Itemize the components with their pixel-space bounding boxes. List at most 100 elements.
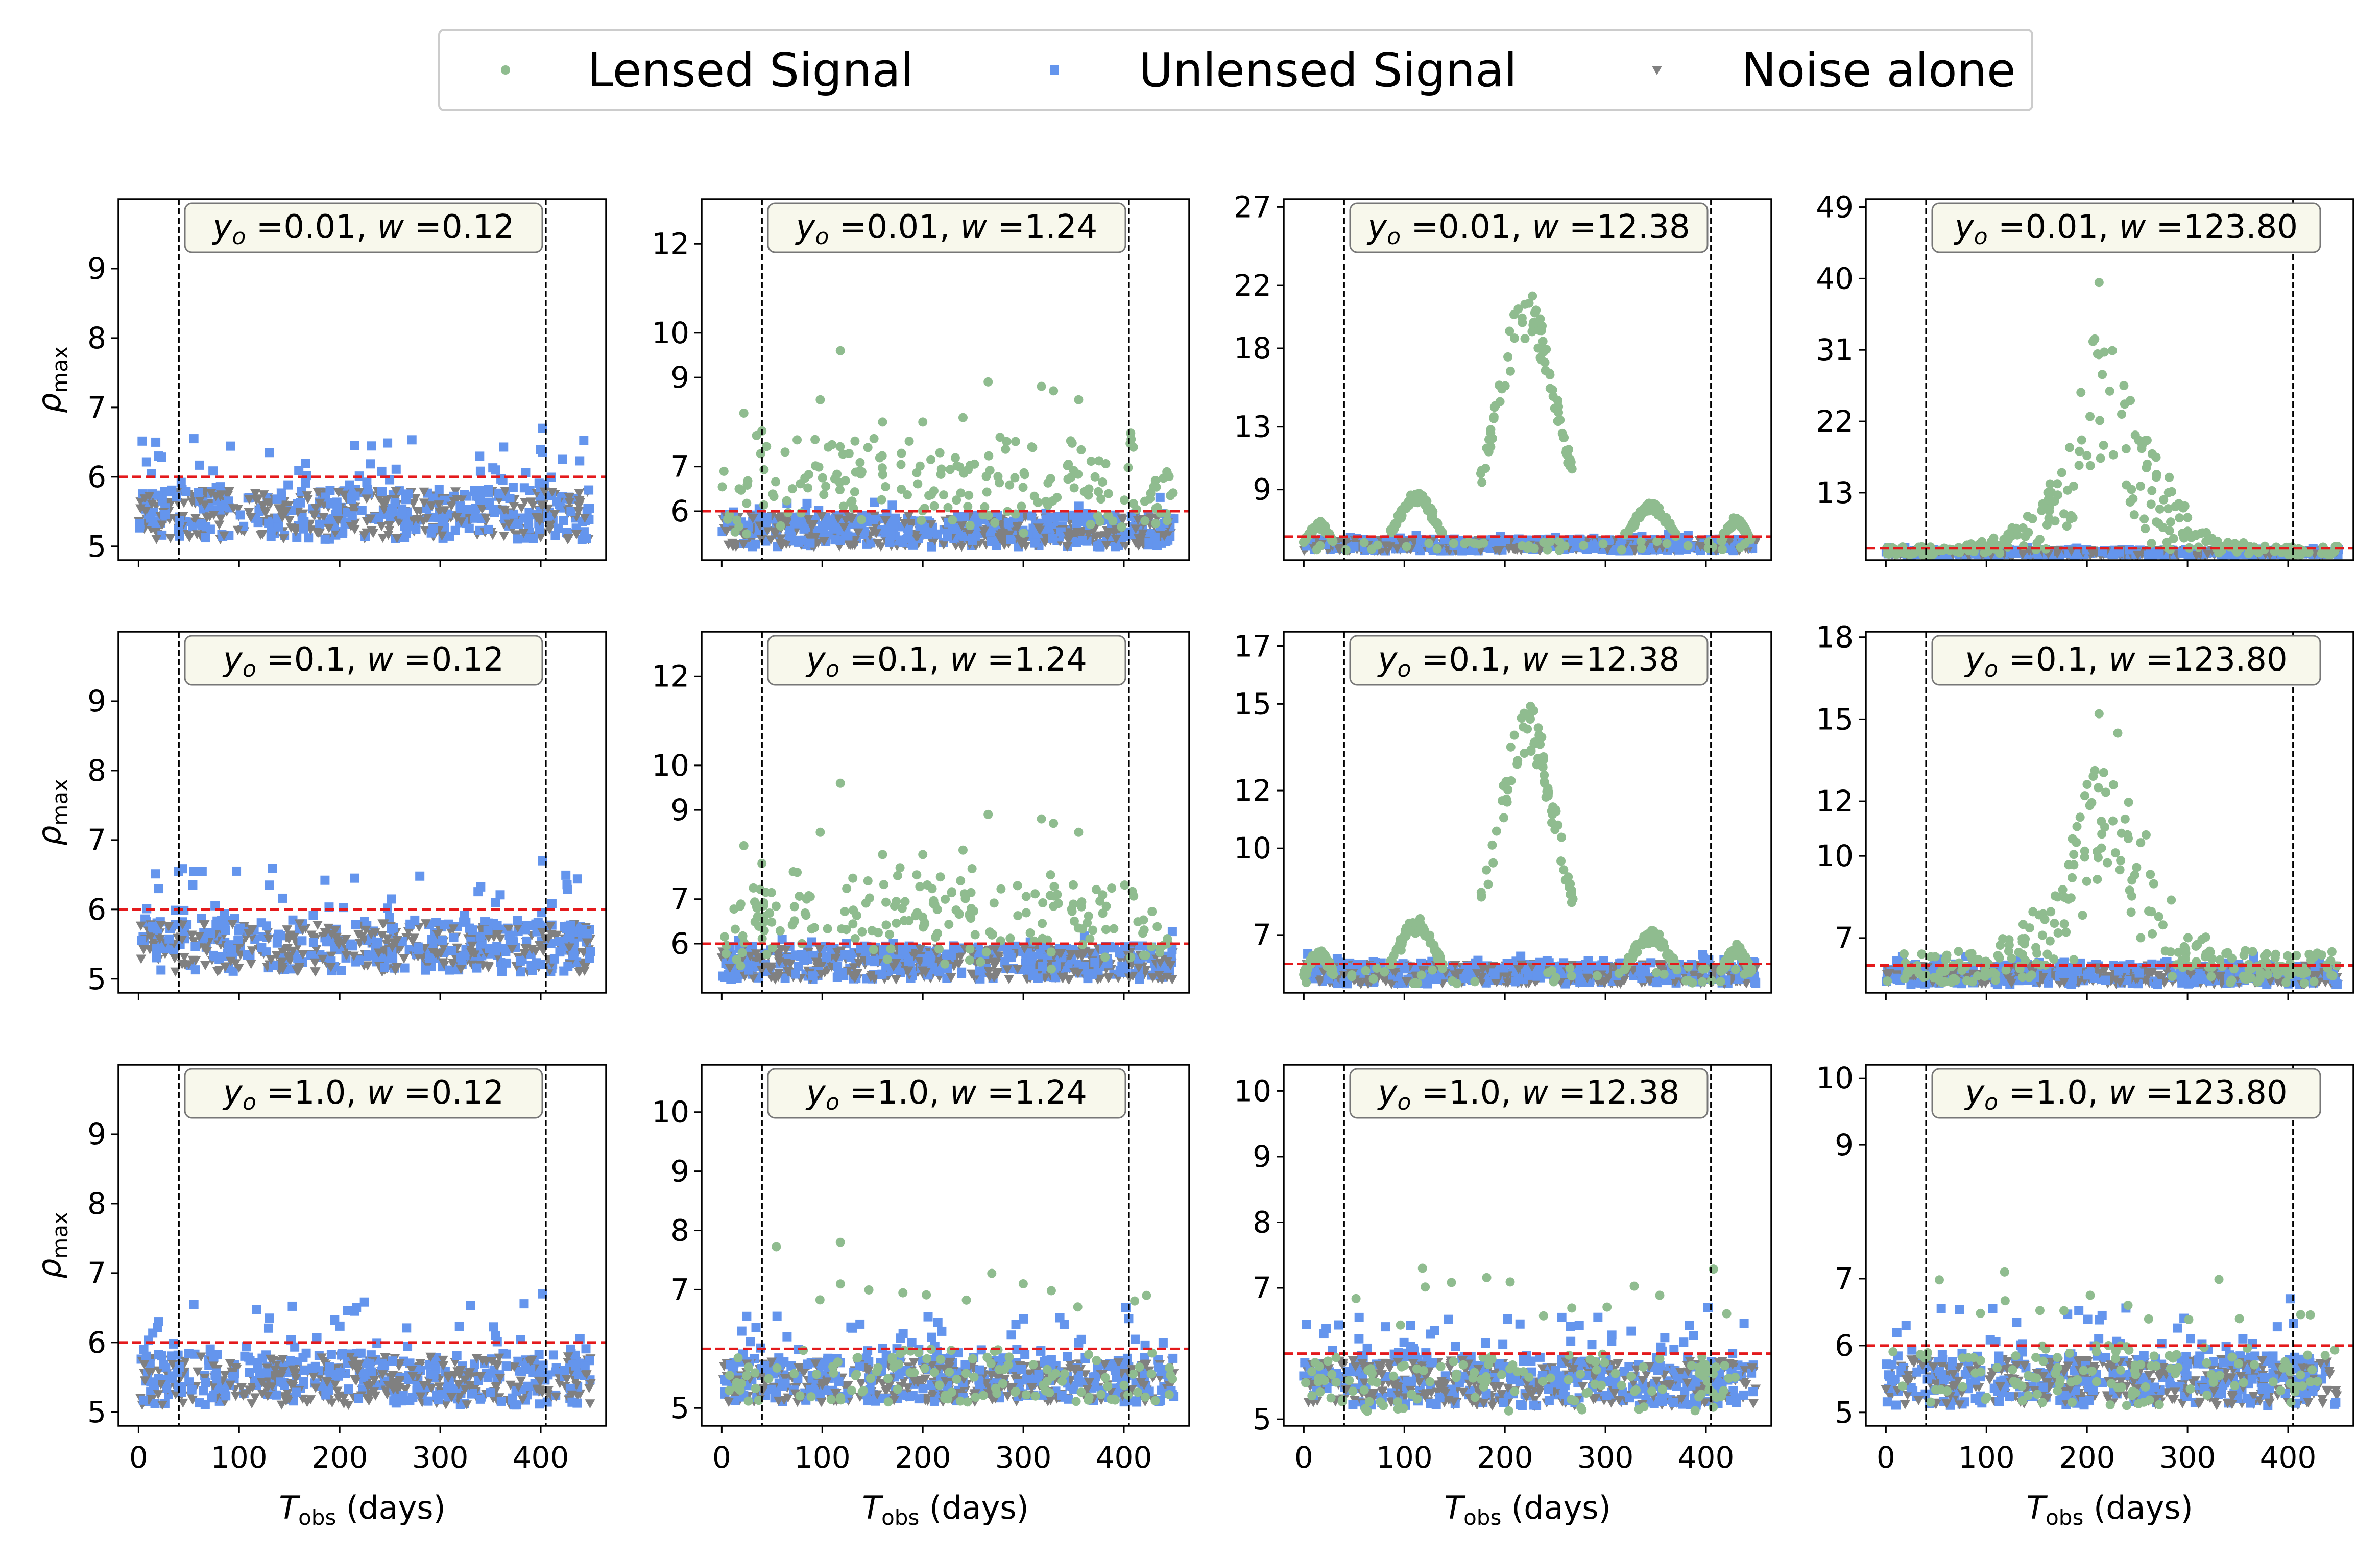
- unlensed-point: [296, 498, 305, 508]
- unlensed-point: [1167, 927, 1177, 937]
- unlensed-point: [1671, 543, 1680, 553]
- unlensed-point: [434, 485, 444, 494]
- lensed-point: [782, 496, 791, 506]
- unlensed-point: [470, 513, 479, 523]
- lensed-point: [935, 448, 945, 458]
- noise-point: [573, 501, 584, 511]
- unlensed-point: [543, 513, 552, 522]
- noise-point: [917, 966, 928, 976]
- lensed-point: [881, 482, 891, 492]
- panel-title-box: [767, 202, 1126, 253]
- unlensed-point: [152, 953, 161, 963]
- lensed-point: [835, 442, 845, 451]
- noise-point: [574, 489, 585, 498]
- lensed-point: [1079, 487, 1089, 496]
- unlensed-point: [151, 869, 160, 879]
- noise-point: [346, 522, 356, 532]
- plot-area: [118, 199, 606, 560]
- lensed-point: [1652, 537, 1662, 546]
- lensed-point: [1464, 537, 1474, 547]
- noise-point: [573, 507, 584, 516]
- lensed-point: [2117, 410, 2126, 419]
- noise-point: [1124, 973, 1135, 983]
- unlensed-point: [197, 867, 207, 876]
- lensed-point: [2179, 533, 2189, 543]
- noise-point: [519, 497, 530, 507]
- lensed-point: [1005, 480, 1015, 490]
- unlensed-point: [522, 936, 532, 946]
- lensed-point: [1665, 521, 1674, 531]
- noise-point: [180, 961, 190, 970]
- lensed-point: [804, 470, 813, 480]
- noise-point: [362, 494, 372, 504]
- lensed-point: [1151, 518, 1161, 528]
- axes-frame: [1865, 198, 2354, 561]
- unlensed-point: [278, 893, 287, 903]
- unlensed-point: [584, 485, 594, 495]
- noise-point: [419, 498, 429, 508]
- unlensed-point: [904, 956, 913, 966]
- lensed-point: [1002, 437, 1012, 446]
- lensed-point: [815, 395, 825, 404]
- unlensed-point: [1155, 492, 1165, 502]
- noise-point: [1101, 541, 1112, 550]
- unlensed-point: [1077, 536, 1087, 545]
- y-axis-label: ρmax: [31, 346, 73, 413]
- unlensed-point: [415, 871, 425, 881]
- noise-point: [493, 930, 503, 940]
- lensed-point: [1391, 518, 1401, 528]
- noise-point: [214, 520, 225, 530]
- lensed-point: [2053, 479, 2062, 489]
- unlensed-point: [799, 524, 809, 534]
- unlensed-point: [558, 454, 567, 464]
- axes-frame: [1283, 198, 1772, 561]
- unlensed-point: [390, 498, 400, 508]
- unlensed-point: [151, 437, 161, 447]
- noise-point: [379, 500, 390, 510]
- noise-point: [382, 495, 393, 505]
- lensed-point: [983, 511, 993, 520]
- noise-point: [212, 967, 223, 977]
- lensed-point: [1657, 513, 1667, 522]
- noise-point: [258, 490, 269, 500]
- noise-point: [816, 512, 827, 521]
- unlensed-point: [866, 955, 875, 965]
- unlensed-point: [268, 864, 277, 873]
- unlensed-point: [347, 511, 357, 521]
- noise-point: [383, 531, 394, 540]
- unlensed-point: [304, 533, 314, 543]
- noise-point: [312, 488, 323, 497]
- lensed-point: [1579, 541, 1589, 550]
- noise-point: [199, 920, 209, 930]
- lensed-point: [990, 518, 1000, 528]
- lensed-point: [1633, 510, 1643, 519]
- noise-point: [516, 504, 527, 513]
- noise-point: [915, 957, 925, 967]
- unlensed-point: [447, 946, 457, 955]
- lensed-point: [1027, 442, 1037, 452]
- lensed-point: [2095, 416, 2105, 425]
- noise-point: [1012, 522, 1022, 532]
- noise-point: [227, 920, 238, 929]
- lensed-point: [771, 477, 781, 487]
- panel-title: yo =0.01, w =0.12: [212, 208, 515, 250]
- noise-point: [446, 501, 457, 511]
- noise-point: [1104, 972, 1115, 982]
- noise-point: [302, 491, 312, 501]
- noise-point: [1033, 523, 1044, 533]
- lensed-point: [2011, 523, 2021, 533]
- y-axis-label: ρmax: [31, 779, 73, 846]
- lensed-point: [897, 485, 906, 494]
- noise-point: [1063, 536, 1074, 545]
- unlensed-point: [565, 929, 575, 939]
- unlensed-point: [234, 926, 244, 936]
- noise-point: [2017, 550, 2028, 560]
- lensed-point: [2155, 504, 2165, 514]
- lensed-point: [1955, 547, 1964, 557]
- lensed-point: [1049, 882, 1059, 892]
- y-tick-label: 22: [1816, 404, 1854, 439]
- noise-point: [224, 487, 234, 496]
- noise-point: [339, 490, 349, 500]
- lensed-point: [2175, 513, 2184, 523]
- lensed-point: [2023, 512, 2032, 521]
